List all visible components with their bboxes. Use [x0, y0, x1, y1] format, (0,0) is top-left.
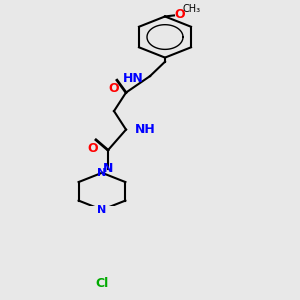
- Text: N: N: [103, 162, 113, 175]
- Text: O: O: [109, 82, 119, 95]
- Text: O: O: [175, 8, 185, 21]
- Text: CH₃: CH₃: [183, 4, 201, 14]
- Text: O: O: [88, 142, 98, 154]
- Text: Cl: Cl: [95, 278, 109, 290]
- Text: N: N: [98, 205, 106, 215]
- Text: N: N: [98, 168, 106, 178]
- Text: HN: HN: [123, 72, 144, 85]
- Text: NH: NH: [135, 123, 156, 136]
